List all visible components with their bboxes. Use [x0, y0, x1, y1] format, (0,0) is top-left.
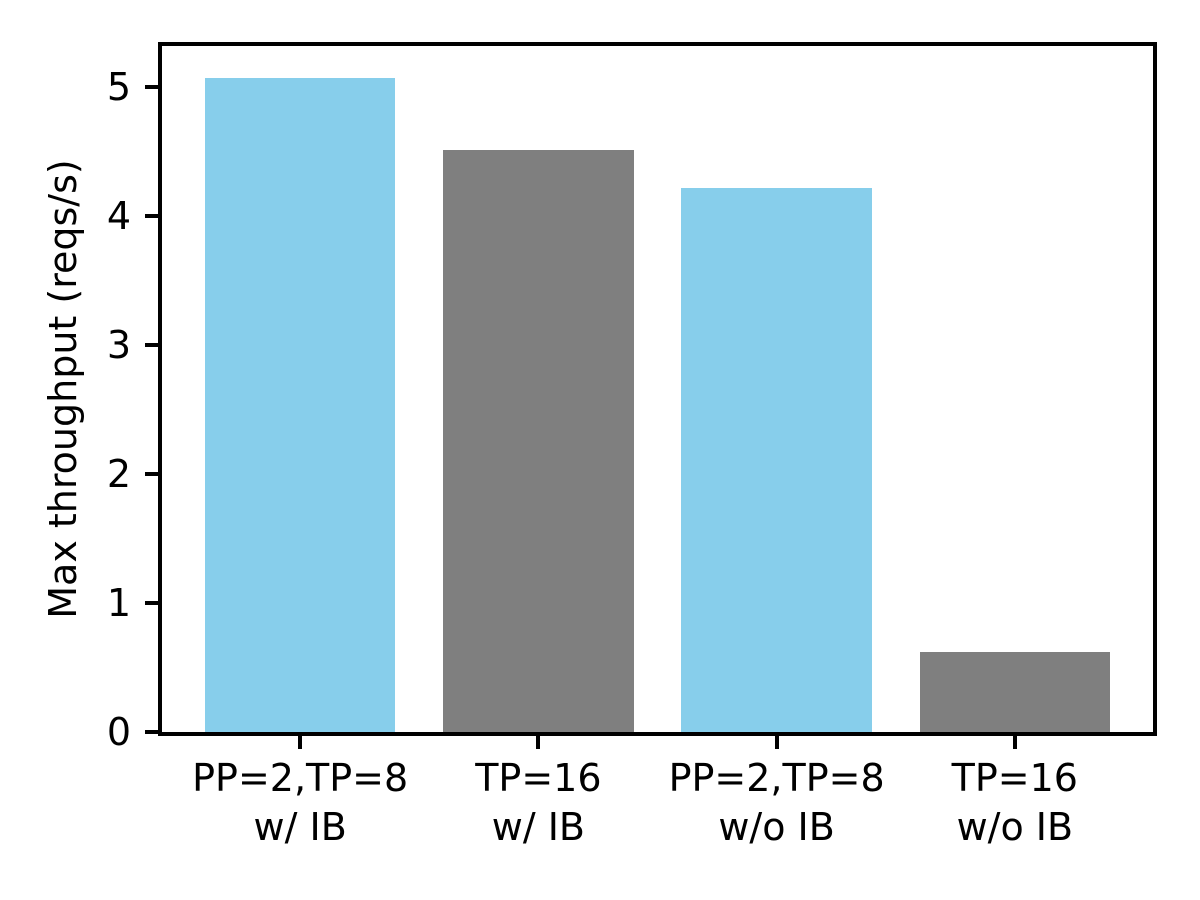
- x-tick-label: TP=16 w/ IB: [475, 756, 602, 850]
- y-tick-label: 5: [106, 65, 131, 110]
- y-tick-label: 4: [106, 194, 131, 239]
- y-tick-mark: [145, 214, 158, 219]
- x-tick-label: PP=2,TP=8 w/ IB: [192, 756, 409, 850]
- y-tick-mark: [145, 472, 158, 477]
- x-tick-mark: [298, 736, 303, 749]
- y-tick-mark: [145, 601, 158, 606]
- y-tick-mark: [145, 343, 158, 348]
- bar: [919, 652, 1111, 732]
- x-tick-mark: [536, 736, 541, 749]
- y-tick-label: 0: [106, 710, 131, 754]
- x-tick-label: PP=2,TP=8 w/o IB: [668, 756, 885, 850]
- plot-area: 0 1 2 3 4 5 PP=2,TP=8 w/ IB TP=16 w/ IB PP=2,TP=…: [107, 42, 1157, 849]
- y-tick-label: 3: [106, 323, 131, 368]
- bar: [204, 78, 396, 732]
- y-tick-label: 1: [106, 581, 131, 626]
- x-tick-label: TP=16 w/o IB: [951, 756, 1078, 850]
- y-tick-mark: [145, 85, 158, 90]
- bar: [443, 150, 634, 732]
- y-tick-label: 2: [106, 452, 131, 497]
- x-tick-mark: [774, 736, 779, 749]
- bar: [681, 187, 872, 732]
- x-tick-mark: [1012, 736, 1017, 749]
- y-axis-label: Max throughput (reqs/s): [41, 159, 85, 619]
- y-tick-mark: [145, 730, 158, 734]
